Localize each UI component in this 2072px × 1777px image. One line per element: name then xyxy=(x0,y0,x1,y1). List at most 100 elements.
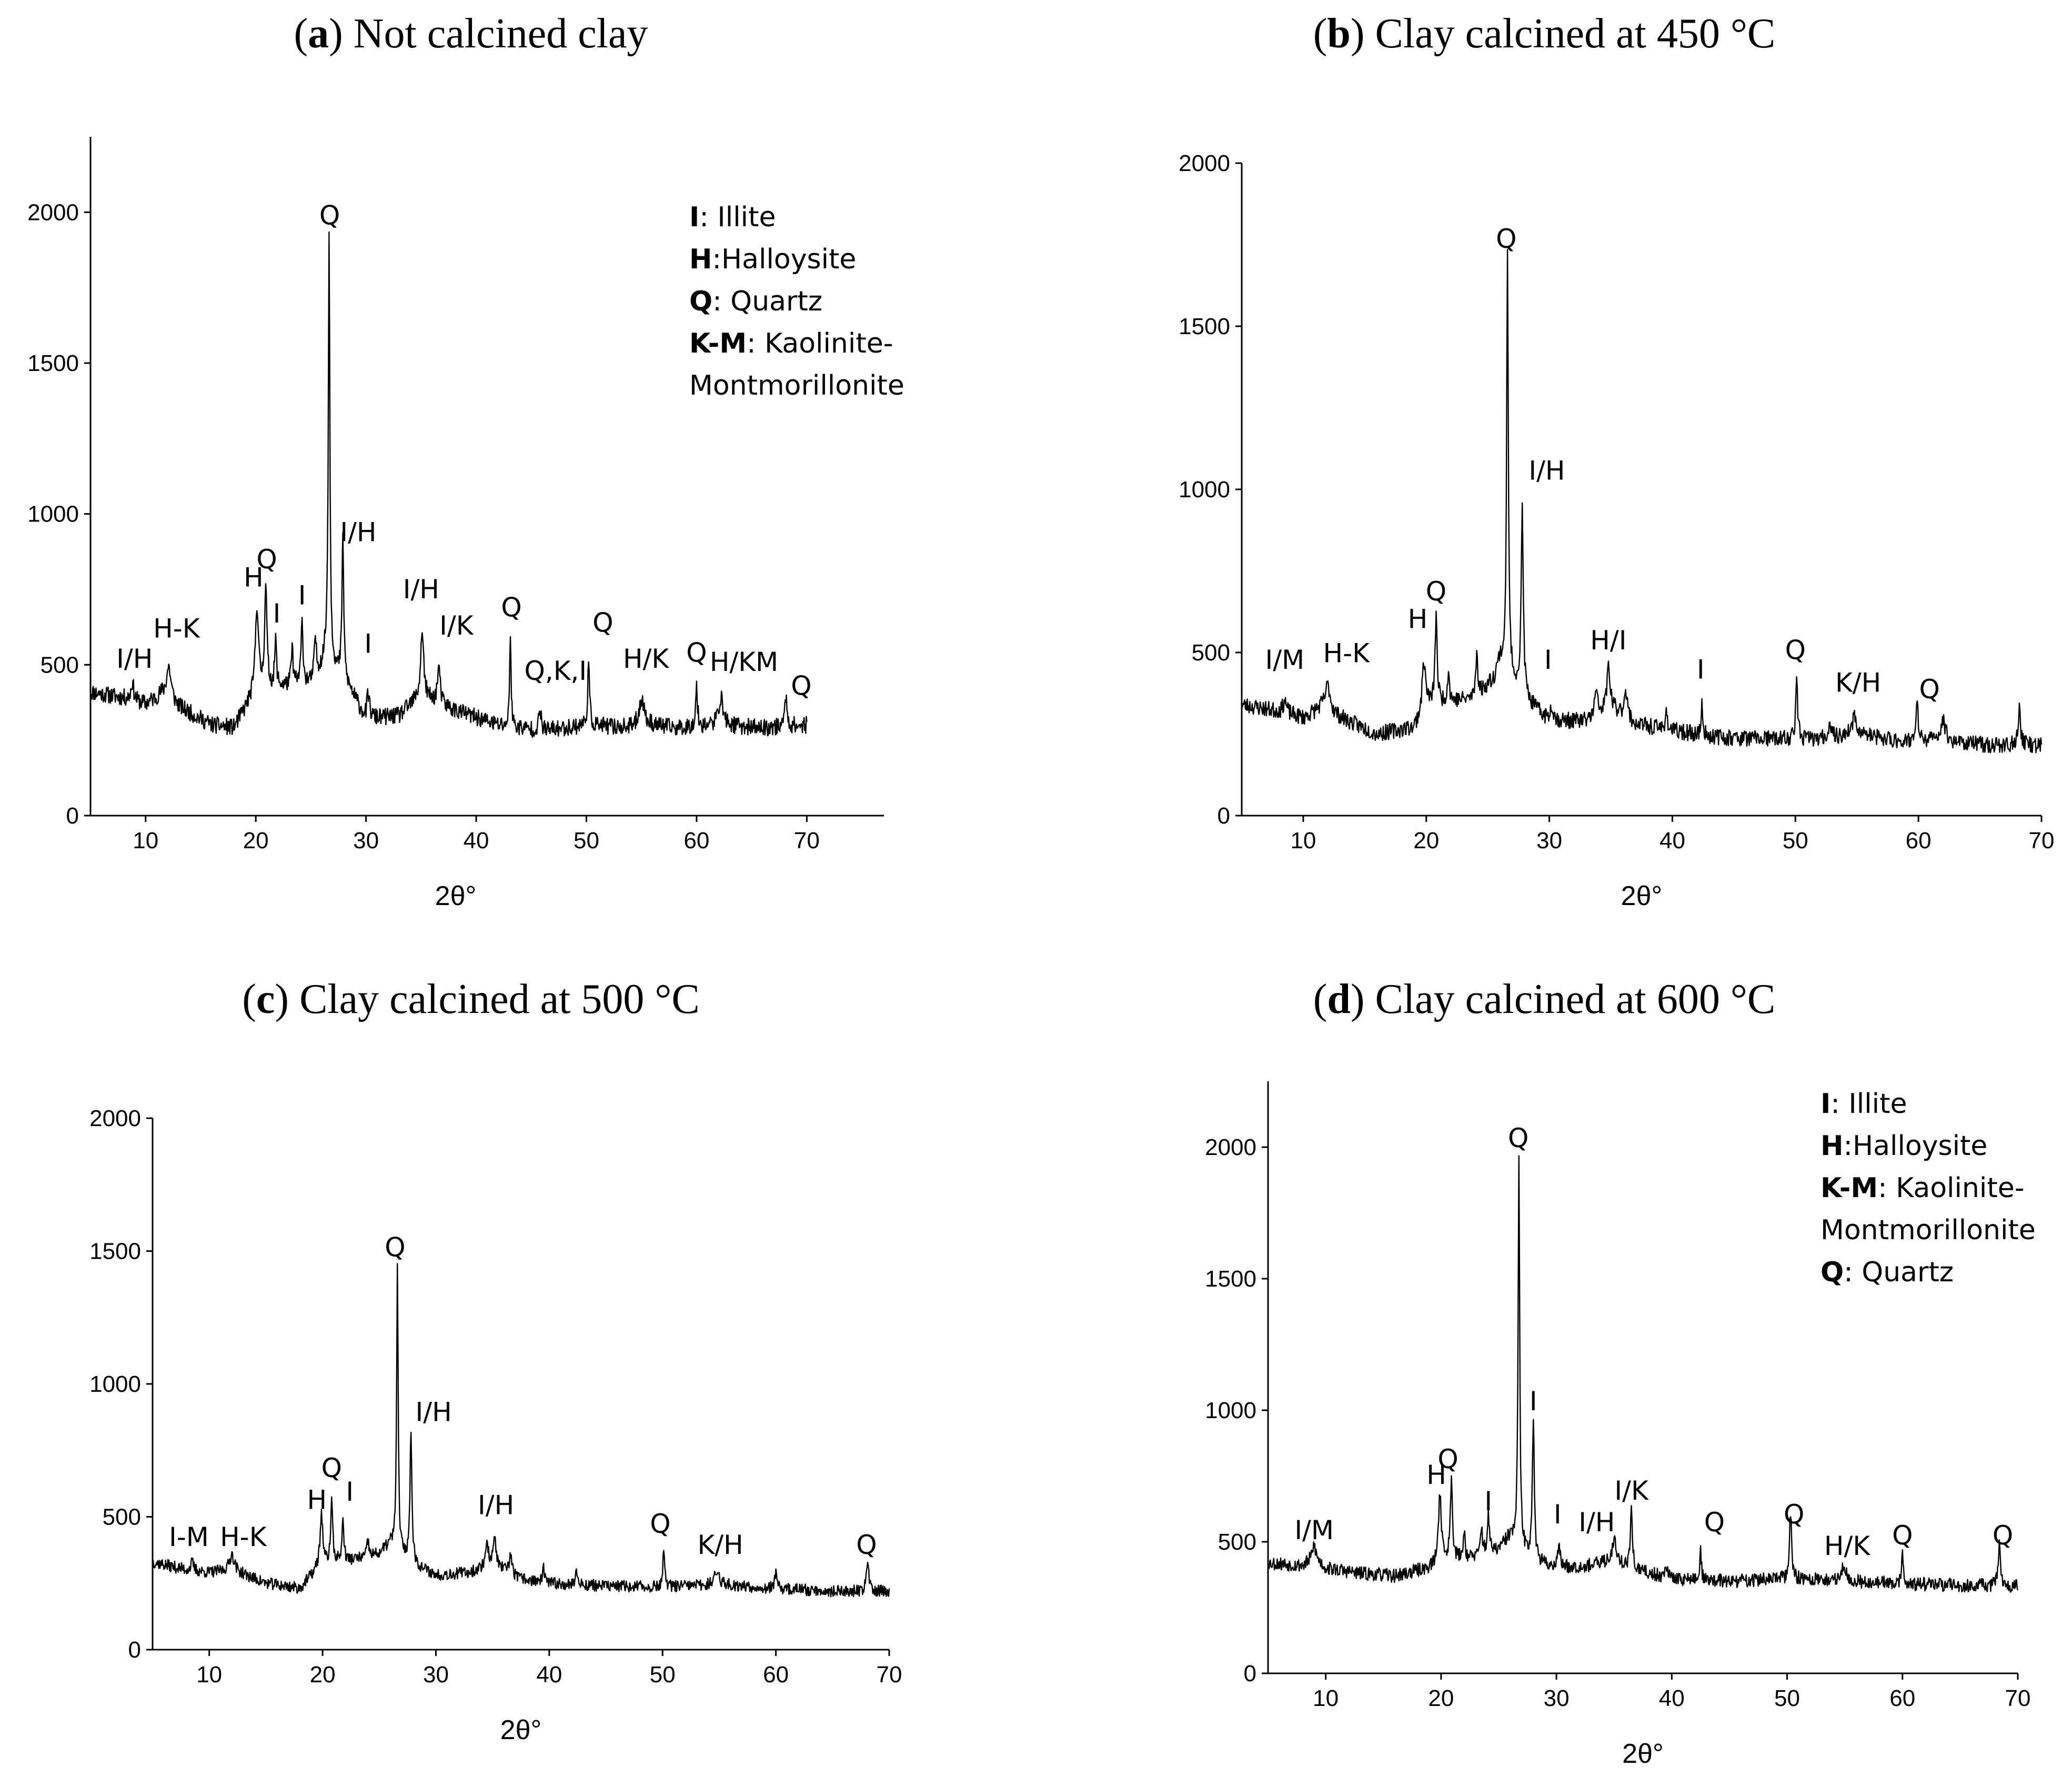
x-tick-label: 60 xyxy=(763,1662,789,1688)
legend-label: : Quartz xyxy=(712,286,822,317)
xrd-trace xyxy=(1267,1155,2019,1593)
legend-key: Q xyxy=(689,286,712,317)
peak-annotation: Q xyxy=(1496,224,1516,254)
peak-annotation: I/H xyxy=(116,644,153,674)
peak-annotation: K/H xyxy=(697,1530,743,1560)
legend-entry: Q: Quartz xyxy=(689,286,822,317)
y-tick-label: 0 xyxy=(1244,1661,1256,1686)
legend-label: : Illite xyxy=(1830,1088,1907,1120)
peak-annotation: K/H xyxy=(1835,667,1881,698)
title-letter: c xyxy=(256,976,275,1022)
x-tick-label: 30 xyxy=(353,828,379,854)
peak-annotation: I/H xyxy=(1578,1507,1615,1538)
peak-annotation: I xyxy=(1544,645,1552,675)
x-tick-label: 40 xyxy=(1659,1685,1685,1711)
y-tick-label: 1500 xyxy=(1179,314,1230,339)
legend-key: K-M xyxy=(1820,1172,1878,1204)
panel-d: (d) Clay calcined at 600 °C 10 20 30 40 50 60 7… xyxy=(1205,976,2036,1769)
legend-key: Q xyxy=(1820,1257,1844,1288)
peak-annotation: H xyxy=(1408,604,1428,635)
peak-annotation: Q xyxy=(1919,674,1940,705)
legend-label: : Kaolinite- xyxy=(1878,1172,2024,1204)
x-tick-label: 10 xyxy=(1313,1685,1339,1711)
y-tick-label: 2000 xyxy=(89,1106,141,1131)
peak-annotation: I/H xyxy=(403,574,439,605)
legend-label: :Halloysite xyxy=(1844,1130,1988,1162)
x-tick-label: 50 xyxy=(650,1662,676,1688)
y-tick-label: 500 xyxy=(1192,640,1230,666)
x-tick-label: 10 xyxy=(133,828,158,854)
x-tick-label: 30 xyxy=(1544,1685,1570,1711)
panel-c: (c) Clay calcined at 500 °C 10 20 30 40 50 60 7… xyxy=(89,976,902,1745)
x-tick-label: 50 xyxy=(1774,1685,1800,1711)
peak-annotation: H-K xyxy=(153,614,200,644)
y-tick-label: 0 xyxy=(1218,803,1230,829)
peak-annotation: H-K xyxy=(1323,638,1371,669)
y-tick-label: 1500 xyxy=(89,1239,141,1264)
legend-label: Montmorillonite xyxy=(689,370,904,401)
peak-annotation: H/K xyxy=(623,644,669,674)
peak-annotation: I xyxy=(1484,1486,1492,1517)
legend-key: K-M xyxy=(689,328,747,359)
legend-entry: H:Halloysite xyxy=(689,244,856,275)
x-tick-label: 70 xyxy=(2005,1685,2031,1711)
x-tick-label: 30 xyxy=(1536,828,1562,854)
x-tick-label: 70 xyxy=(877,1662,902,1688)
x-axis-label: 2θ° xyxy=(1621,881,1663,911)
legend-entry: Montmorillonite xyxy=(1820,1214,2036,1246)
title-text: ) Clay calcined at 600 °C xyxy=(1351,976,1775,1022)
y-tick-label: 1000 xyxy=(1205,1398,1256,1423)
peak-annotation: Q xyxy=(592,607,613,638)
peak-annotation: I xyxy=(273,598,281,629)
x-tick-label: 40 xyxy=(536,1662,562,1688)
peak-annotation: I/M xyxy=(1294,1515,1334,1545)
x-tick-label: 50 xyxy=(1783,828,1808,854)
title-letter: b xyxy=(1327,11,1351,57)
peak-annotation: Q xyxy=(1785,635,1806,665)
peak-annotation: H/K xyxy=(1824,1531,1870,1561)
peak-annotation: Q xyxy=(385,1232,405,1263)
peak-annotation: Q xyxy=(856,1530,877,1560)
peak-annotation: I xyxy=(364,628,372,659)
title-letter: a xyxy=(308,11,329,57)
y-tick-label: 0 xyxy=(66,803,79,829)
peak-annotation: I/H xyxy=(340,517,376,547)
y-tick-label: 1000 xyxy=(1179,477,1230,503)
peak-annotation: I xyxy=(298,580,306,611)
peak-annotation: I xyxy=(346,1477,354,1507)
legend-entry: H:Halloysite xyxy=(1820,1130,1987,1162)
peak-annotation: Q xyxy=(650,1509,670,1539)
peak-annotation: Q xyxy=(256,544,277,575)
legend-key: I xyxy=(1820,1088,1830,1120)
panel-title: (c) Clay calcined at 500 °C xyxy=(242,976,699,1022)
peak-annotation: Q xyxy=(1892,1520,1913,1551)
x-tick-label: 70 xyxy=(2029,828,2055,854)
panel-title: (a) Not calcined clay xyxy=(294,11,648,57)
title-paren-open: ( xyxy=(242,976,256,1022)
legend-key: H xyxy=(689,244,712,275)
peak-annotation: Q xyxy=(1437,1444,1458,1474)
title-paren-open: ( xyxy=(1313,11,1327,57)
title-text: ) Not calcined clay xyxy=(329,11,648,57)
peak-annotation: Q,K,I xyxy=(525,656,587,686)
x-tick-label: 60 xyxy=(1906,828,1932,854)
peak-annotation: I xyxy=(1530,1386,1537,1417)
x-tick-label: 10 xyxy=(196,1662,222,1688)
peak-annotation: Q xyxy=(321,1453,342,1483)
title-text: ) Clay calcined at 450 °C xyxy=(1351,11,1775,57)
y-tick-label: 1500 xyxy=(27,350,79,376)
legend-label: : Quartz xyxy=(1844,1257,1954,1288)
peak-annotation: H-K xyxy=(220,1522,267,1552)
peak-annotation: Q xyxy=(1508,1123,1528,1153)
legend-key: I xyxy=(689,202,699,233)
peak-annotation: Q xyxy=(1784,1499,1804,1530)
y-tick-label: 0 xyxy=(128,1637,141,1663)
peak-annotation: Q xyxy=(319,200,340,230)
title-letter: d xyxy=(1327,976,1351,1022)
peak-annotation: Q xyxy=(1704,1507,1725,1538)
x-tick-label: 20 xyxy=(243,828,269,854)
title-text: ) Clay calcined at 500 °C xyxy=(275,976,699,1022)
peak-annotation: I xyxy=(1697,655,1705,685)
peak-annotation: Q xyxy=(686,638,707,668)
